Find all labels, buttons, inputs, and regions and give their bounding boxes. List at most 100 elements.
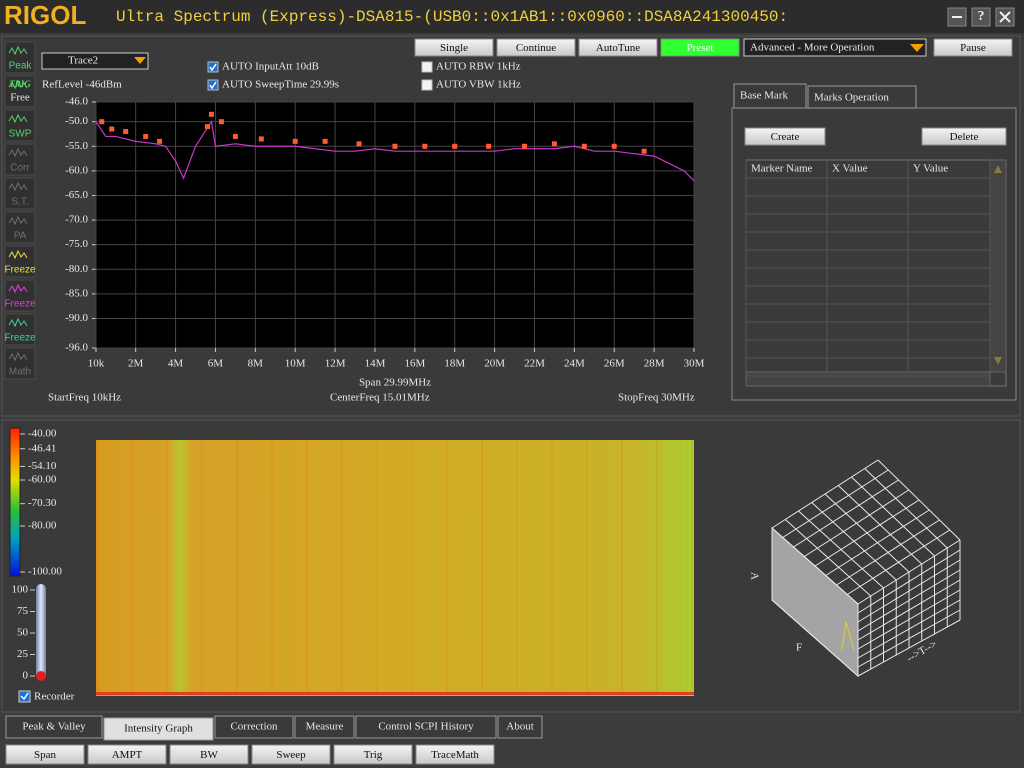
x-tick-label: 18M — [444, 358, 465, 370]
function-button[interactable]: Span — [5, 744, 85, 765]
toolbar-button[interactable]: AutoTune — [578, 38, 658, 57]
y-tick-label: -90.0 — [65, 312, 88, 324]
x-tick-label: 10M — [285, 358, 306, 370]
bottom-tab[interactable] — [103, 717, 214, 741]
pause-button[interactable]: Pause — [933, 38, 1013, 57]
recorder-checkbox[interactable] — [18, 690, 31, 703]
waterfall-stripe — [436, 440, 438, 692]
waterfall-baseline — [96, 692, 694, 695]
function-button-face — [87, 744, 167, 765]
level-slider[interactable] — [36, 584, 46, 680]
x-tick-label: 20M — [484, 358, 505, 370]
create-button[interactable]: Create — [744, 127, 826, 146]
waterfall-stripe — [421, 440, 423, 692]
waterfall-stripe — [301, 440, 303, 692]
sidebar-sublabel: Free — [10, 92, 30, 104]
waterfall-stripe — [546, 440, 548, 692]
waterfall — [96, 440, 694, 696]
bottom-tab[interactable] — [294, 715, 355, 739]
function-button-label: BW — [200, 749, 218, 761]
bottom-tab-label: About — [506, 721, 534, 733]
vbw-box[interactable] — [421, 79, 433, 91]
mode-select[interactable] — [743, 38, 927, 57]
marker-tab[interactable] — [807, 85, 917, 109]
bottom-tab-label: Control SCPI History — [378, 721, 474, 733]
sidebar-button[interactable] — [4, 245, 36, 278]
waterfall-stripe — [426, 440, 428, 692]
wire — [814, 499, 920, 567]
delete-button[interactable]: Delete — [921, 127, 1007, 146]
sweep-time: AUTO SweepTime 29.99s — [222, 79, 339, 91]
waterfall-stripe — [151, 440, 153, 692]
sidebar-button[interactable] — [4, 109, 36, 142]
sidebar-button[interactable] — [4, 279, 36, 312]
sidebar-icon — [8, 147, 28, 158]
toolbar-button[interactable]: Preset — [660, 38, 740, 57]
toolbar-button-label: Single — [440, 42, 468, 54]
vertical-scrollbar[interactable] — [989, 159, 1007, 373]
bottom-tab-label: Correction — [230, 721, 278, 733]
sidebar-icon — [8, 283, 28, 294]
waterfall-stripe — [506, 440, 508, 692]
waterfall-stripe — [656, 440, 658, 692]
waterfall-stripe — [291, 440, 293, 692]
sidebar-button[interactable] — [4, 41, 36, 74]
sidebar-icon — [8, 79, 28, 90]
bottom-tab[interactable] — [214, 715, 294, 739]
bottom-tab[interactable] — [497, 715, 543, 739]
bottom-tab[interactable] — [355, 715, 497, 739]
create-button-face — [744, 127, 826, 146]
y-tick-label: -85.0 — [65, 287, 88, 299]
x-tick-label: 16M — [404, 358, 425, 370]
x-tick-label: 28M — [644, 358, 665, 370]
sidebar-button[interactable] — [4, 313, 36, 346]
sidebar-button[interactable] — [4, 143, 36, 176]
waterfall-stripe — [386, 440, 388, 692]
function-button[interactable]: Sweep — [251, 744, 331, 765]
function-button[interactable]: BW — [169, 744, 249, 765]
sweep-time-box[interactable] — [207, 79, 219, 91]
slider-knob[interactable] — [36, 671, 46, 681]
peak-marker — [109, 126, 115, 132]
horizontal-scrollbar[interactable] — [745, 371, 991, 387]
function-button[interactable]: TraceMath — [415, 744, 495, 765]
sidebar-button[interactable] — [4, 211, 36, 244]
sidebar-button[interactable] — [4, 177, 36, 210]
level-label: 0 — [23, 670, 29, 682]
peak-marker — [522, 143, 528, 149]
function-button-face — [169, 744, 249, 765]
waterfall-stripe — [396, 440, 398, 692]
level-label: 50 — [17, 627, 29, 639]
dropdown-arrow — [910, 44, 924, 52]
help-button[interactable] — [971, 7, 991, 27]
waterfall-stripe — [111, 440, 113, 692]
function-button-label: Span — [34, 749, 57, 761]
sidebar-button[interactable] — [4, 75, 36, 108]
sidebar-label: Freeze — [4, 299, 36, 310]
marker-tab-label: Marks Operation — [814, 92, 889, 104]
toolbar-button[interactable]: Continue — [496, 38, 576, 57]
waterfall-stripe — [326, 440, 328, 692]
sidebar-button[interactable] — [4, 347, 36, 380]
stop-freq: StopFreq 30MHz — [618, 392, 695, 404]
function-button[interactable]: AMPT — [87, 744, 167, 765]
function-button[interactable]: Trig — [333, 744, 413, 765]
trace-select[interactable] — [41, 52, 149, 70]
x-tick-label: 14M — [365, 358, 386, 370]
rbw-box[interactable] — [421, 61, 433, 73]
scale-label: -46.41 — [28, 442, 56, 454]
x-tick-label: 10k — [88, 358, 105, 370]
x-tick-label: 24M — [564, 358, 585, 370]
input-att-box[interactable] — [207, 61, 219, 73]
bottom-tab[interactable] — [5, 715, 103, 739]
waterfall-stripe — [631, 440, 633, 692]
function-button-label: Trig — [364, 749, 383, 761]
waterfall-stripe — [106, 440, 108, 692]
wire — [857, 609, 961, 668]
toolbar-button[interactable]: Single — [414, 38, 494, 57]
waterfall-stripe — [616, 440, 618, 692]
waterfall-stripe — [316, 440, 318, 692]
marker-tab[interactable] — [733, 83, 807, 109]
function-button-label: AMPT — [112, 749, 143, 761]
